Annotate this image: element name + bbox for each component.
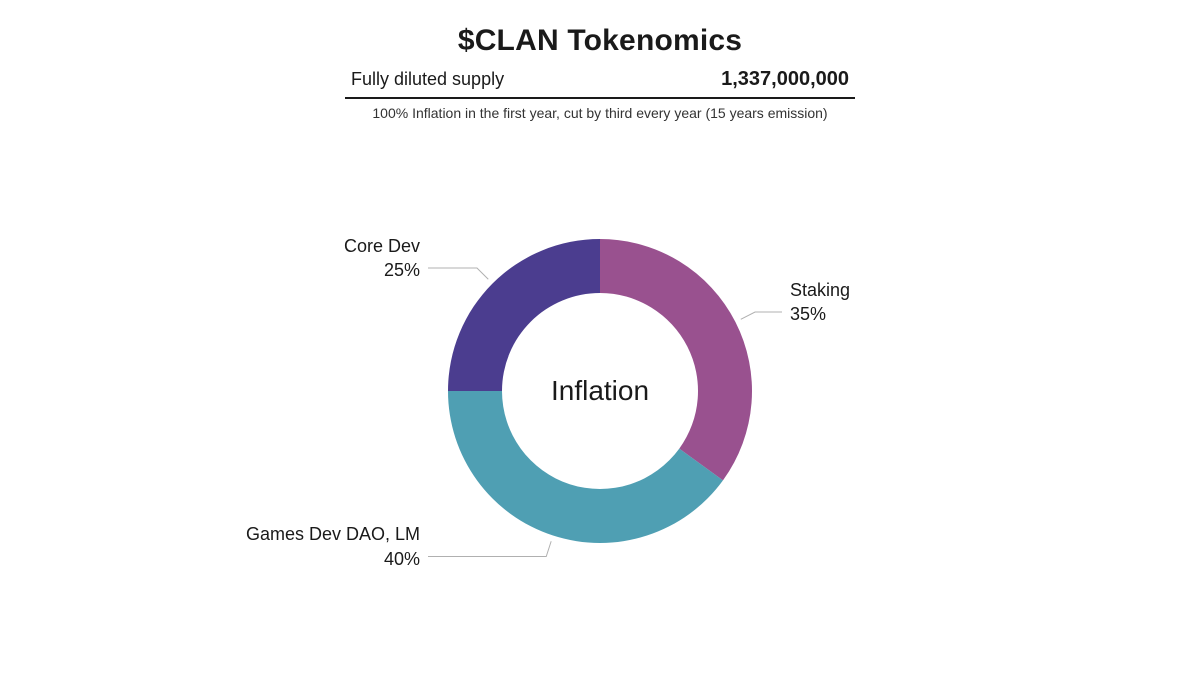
slice-callout: Core Dev25% [344,234,420,283]
inflation-note: 100% Inflation in the first year, cut by… [345,99,855,121]
donut-slice [600,239,752,480]
supply-label: Fully diluted supply [351,69,504,90]
slice-callout: Staking35% [790,278,850,327]
slice-percent: 25% [344,258,420,282]
donut-slice [448,391,723,543]
slice-label: Staking [790,280,850,300]
supply-row: Fully diluted supply 1,337,000,000 [345,64,855,99]
header: $CLAN Tokenomics Fully diluted supply 1,… [345,24,855,121]
chart-area: Inflation Staking35% Games Dev DAO, LM 40%… [0,121,1200,641]
donut-center-label: Inflation [551,375,649,407]
slice-percent: 40% [246,547,420,571]
slice-percent: 35% [790,302,850,326]
supply-value: 1,337,000,000 [721,68,849,91]
slice-label: Games Dev DAO, LM [246,524,420,544]
page-root: $CLAN Tokenomics Fully diluted supply 1,… [0,0,1200,674]
donut-slice [448,239,600,391]
page-title: $CLAN Tokenomics [345,24,855,58]
slice-label: Core Dev [344,236,420,256]
slice-callout: Games Dev DAO, LM 40% [246,522,420,571]
